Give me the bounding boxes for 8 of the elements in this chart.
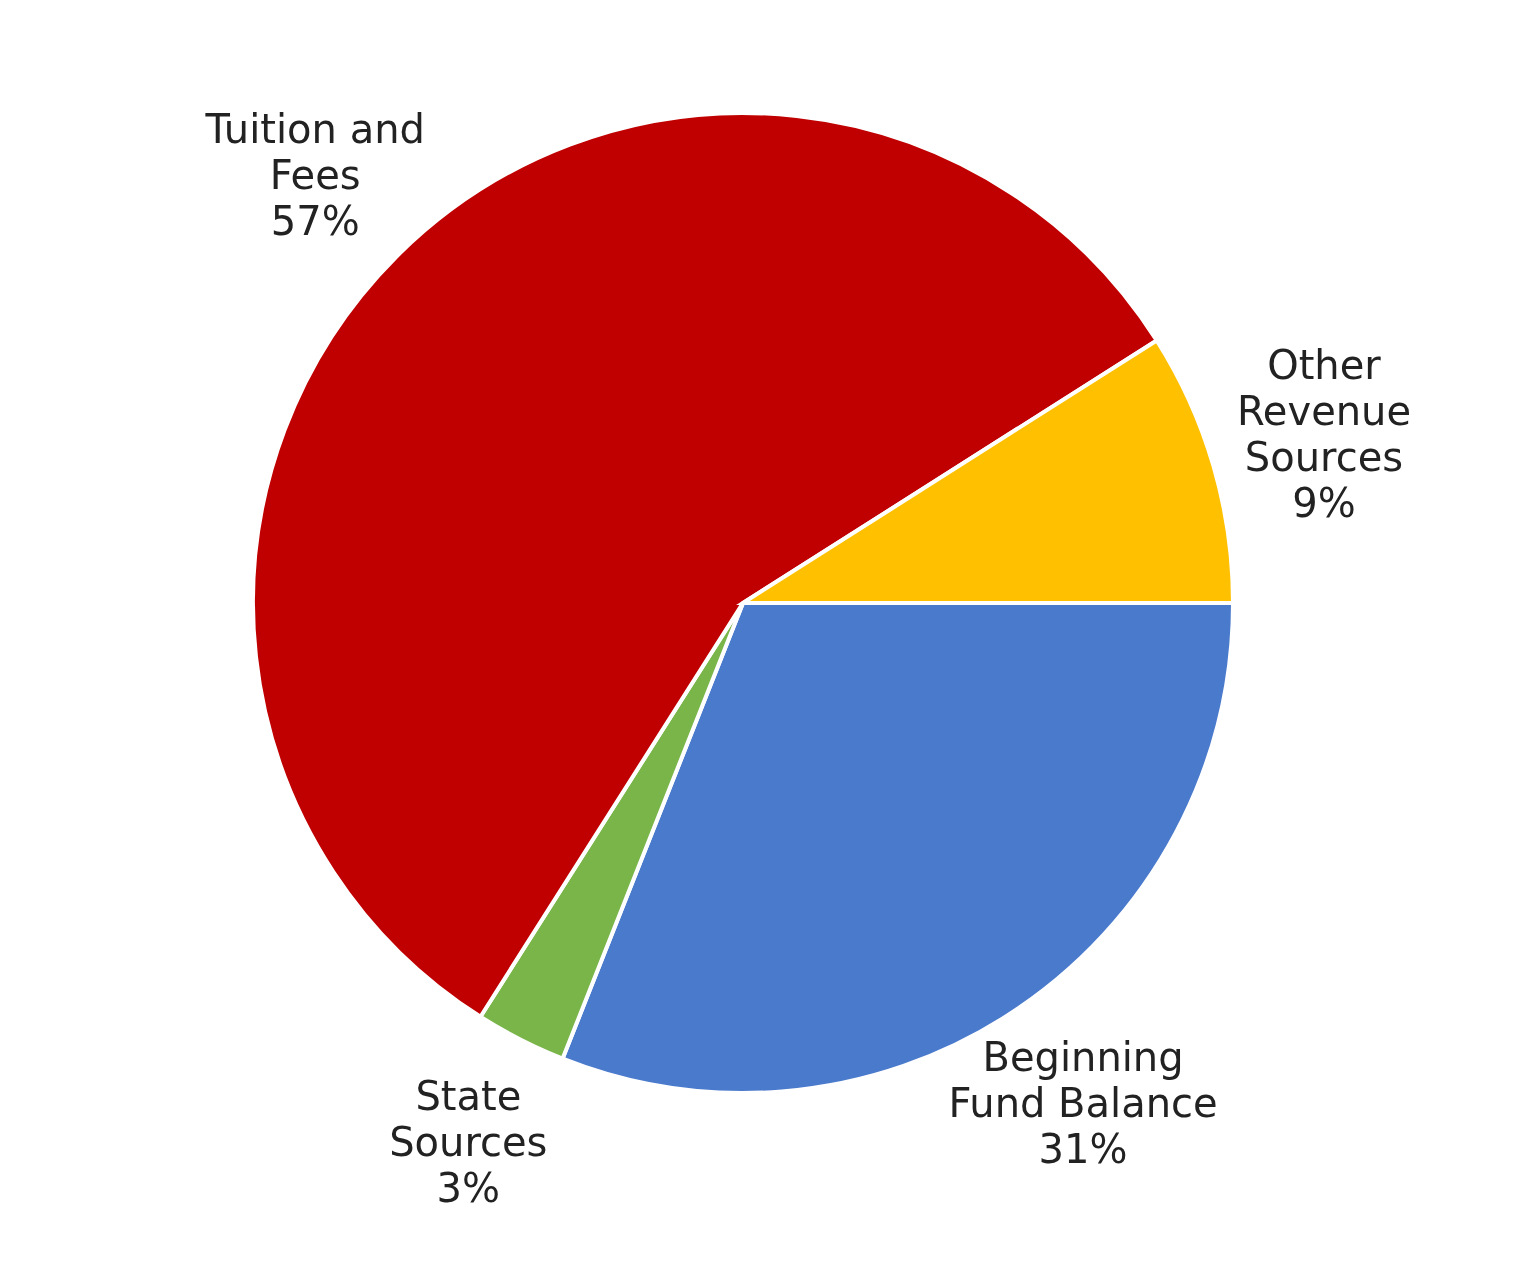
data-label: 9% xyxy=(1292,480,1356,527)
slice-label: Tuition and Fees xyxy=(204,106,425,199)
data-label: 31% xyxy=(1038,1126,1128,1173)
slice-label: Beginning Fund Balance xyxy=(948,1034,1218,1127)
data-label: 3% xyxy=(436,1165,501,1212)
data-label: 57% xyxy=(270,198,360,245)
slice-label: Other Revenue Sources xyxy=(1236,342,1412,481)
slice-label: State Sources xyxy=(389,1073,548,1166)
